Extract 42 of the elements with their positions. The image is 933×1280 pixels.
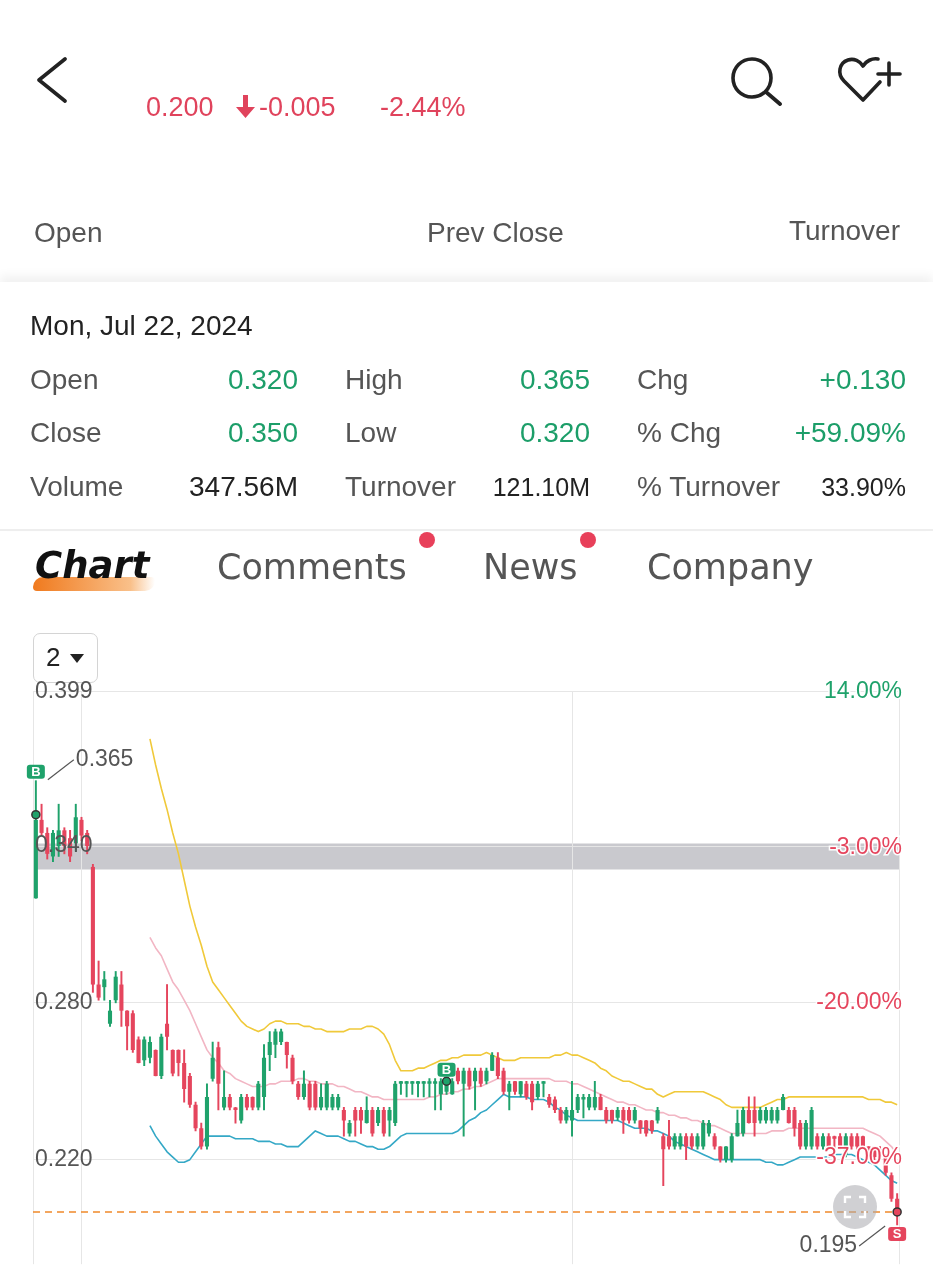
- text: -2.44%: [380, 90, 466, 124]
- text: 0.365: [519, 363, 590, 397]
- y-tick-label: 0.399: [35, 677, 93, 704]
- data-label: B: [441, 1061, 452, 1077]
- text: Turnover: [345, 470, 457, 504]
- y2-tick-label: -20.00%: [816, 988, 902, 1015]
- text: 0.200: [146, 90, 214, 124]
- text: +59.09%: [794, 416, 906, 450]
- text: Low: [345, 416, 397, 450]
- y2-tick-label: -3.00%: [829, 832, 902, 859]
- text: Volume: [30, 470, 124, 504]
- text: 0.320: [227, 363, 298, 397]
- text: Open: [30, 363, 99, 397]
- text: 121.10M: [492, 472, 590, 502]
- data-label: S: [892, 1226, 902, 1242]
- text: Open: [34, 216, 103, 250]
- text: % Chg: [637, 416, 722, 450]
- y-tick-label: 0.280: [35, 988, 93, 1015]
- text: Comments: [217, 546, 407, 588]
- text: 2: [46, 642, 61, 674]
- text: Company: [647, 546, 814, 588]
- text: -0.005: [259, 90, 336, 124]
- data-label: B: [31, 763, 41, 779]
- text: 0.320: [519, 416, 590, 450]
- text: Mon, Jul 22, 2024: [30, 309, 253, 343]
- y2-tick-label: 14.00%: [823, 677, 902, 704]
- text: Close: [30, 416, 102, 450]
- text: Chart: [35, 543, 150, 589]
- text: Chg: [637, 363, 689, 397]
- annotation: 0.195: [799, 1231, 858, 1258]
- y-tick-label: 0.220: [35, 1145, 93, 1171]
- y-tick-label: 0.340: [35, 831, 93, 858]
- text: 0.350: [227, 416, 298, 450]
- text: Turnover: [788, 214, 900, 248]
- text: % Turnover: [637, 470, 781, 504]
- text: +0.130: [819, 363, 906, 397]
- annotation: 0.365: [75, 745, 134, 772]
- text: Prev Close: [427, 216, 564, 250]
- text: 347.56M: [189, 470, 298, 504]
- text: News: [483, 546, 578, 588]
- text: 33.90%: [821, 472, 906, 502]
- text: High: [345, 363, 403, 397]
